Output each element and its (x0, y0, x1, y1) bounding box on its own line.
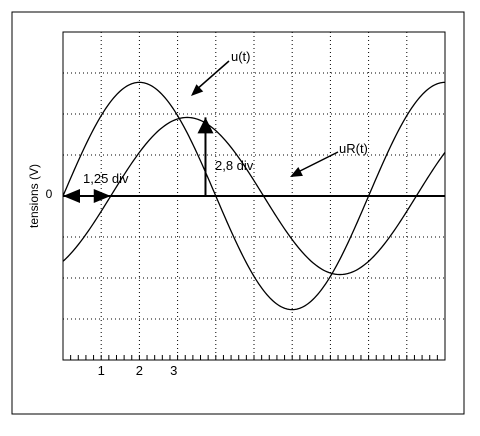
x-tick-label: 3 (170, 363, 177, 378)
series-line-u (62, 81, 446, 311)
phase-shift-arrow-head-left (63, 189, 80, 203)
x-tick-label: 2 (136, 363, 143, 378)
x-tick-label: 1 (98, 363, 105, 378)
legend-ur-label: uR(t) (339, 141, 368, 156)
legend-u-label: u(t) (231, 49, 251, 64)
u-label-leader-head (191, 84, 204, 96)
amplitude-arrow-head (197, 117, 214, 134)
ticks (70, 355, 438, 360)
x-tick-labels: 1 2 3 (98, 363, 178, 378)
amplitude-label: 2,8 div (215, 158, 254, 173)
y-zero-label: 0 (46, 187, 53, 201)
phase-shift-arrow-head-right (93, 189, 111, 203)
ur-label-leader-head (290, 167, 303, 177)
annotations (63, 60, 339, 203)
phase-shift-label: 1,25 div (83, 171, 129, 186)
ur-label-leader (295, 151, 339, 174)
u-label-leader (195, 60, 230, 91)
series-line-ur (62, 116, 446, 276)
y-axis-label: tensions (V) (27, 164, 41, 228)
